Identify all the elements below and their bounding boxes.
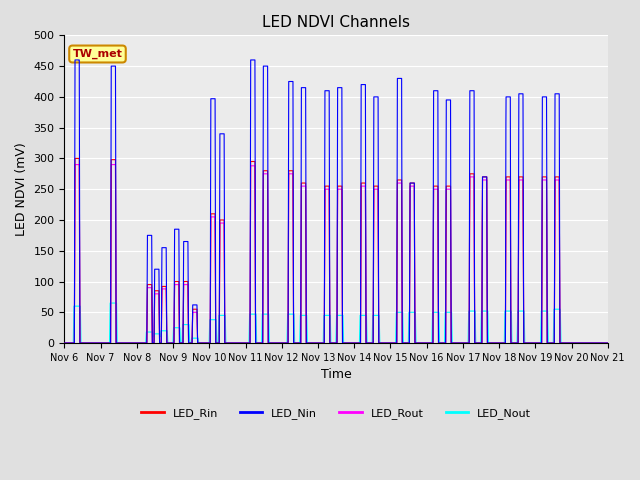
Title: LED NDVI Channels: LED NDVI Channels (262, 15, 410, 30)
Legend: LED_Rin, LED_Nin, LED_Rout, LED_Nout: LED_Rin, LED_Nin, LED_Rout, LED_Nout (137, 404, 535, 424)
Y-axis label: LED NDVI (mV): LED NDVI (mV) (15, 143, 28, 236)
Text: TW_met: TW_met (72, 49, 122, 59)
X-axis label: Time: Time (321, 368, 351, 381)
